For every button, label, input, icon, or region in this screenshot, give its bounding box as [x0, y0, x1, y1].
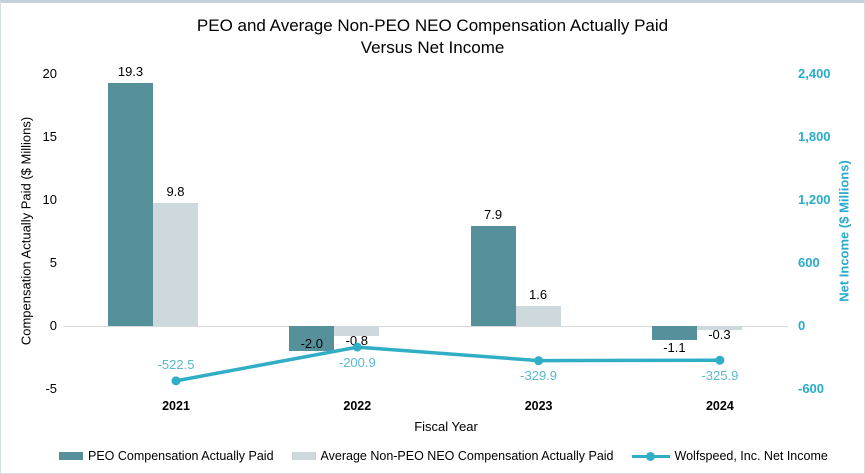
chart-title-line2: Versus Net Income	[360, 38, 505, 57]
net-income-line-swatch-dot	[645, 451, 655, 461]
net-income-line-swatch	[631, 451, 670, 461]
line-value-label: -522.5	[157, 356, 195, 372]
x-axis-title: Fiscal Year	[414, 419, 478, 434]
y-axis-tick-right: 1,200	[798, 192, 831, 207]
y-axis-tick-left: 10	[42, 192, 57, 207]
x-axis-tick: 2022	[343, 399, 372, 413]
line-value-label: -200.9	[338, 354, 376, 370]
peo-bar	[108, 82, 153, 326]
right-axis-title: Net Income ($ Millions)	[836, 160, 852, 302]
net-income-line-path	[174, 345, 722, 383]
legend-item-net-income: Wolfspeed, Inc. Net Income	[631, 449, 828, 463]
y-axis-tick-right: 0	[798, 318, 806, 333]
bar-value-label: 7.9	[484, 207, 503, 223]
bar-value-label: -1.1	[663, 340, 686, 356]
y-axis-tick-right: 2,400	[798, 66, 831, 81]
line-marker	[715, 355, 725, 365]
y-axis-tick-left: 20	[42, 66, 57, 81]
x-axis-tick: 2024	[705, 399, 734, 413]
bar-value-label: 1.6	[529, 286, 548, 302]
y-axis-tick-right: 1,800	[798, 129, 831, 144]
left-axis-title: Compensation Actually Paid ($ Millions)	[18, 116, 34, 346]
y-axis-tick-right: 600	[798, 255, 820, 270]
y-axis-tick-right: -600	[798, 381, 825, 396]
line-value-label: -329.9	[520, 368, 558, 384]
non-peo-swatch	[291, 452, 316, 460]
zero-gridline	[63, 326, 788, 327]
legend-label-non-peo: Average Non-PEO NEO Compensation Actuall…	[320, 449, 614, 463]
legend-item-peo: PEO Compensation Actually Paid	[59, 449, 274, 463]
line-value-label: -325.9	[701, 367, 739, 383]
peo-bar	[470, 226, 516, 326]
non-peo-neo-bar	[153, 202, 198, 326]
non-peo-neo-bar	[515, 305, 561, 326]
x-axis-tick: 2021	[162, 399, 190, 413]
y-axis-tick-left: 0	[49, 318, 57, 333]
plot-area: 20 15 10 5 0 -5 2,400 1,800 1,200 600 0 -600 19.3 -2.…	[1, 3, 864, 473]
legend-item-non-peo: Average Non-PEO NEO Compensation Actuall…	[291, 449, 614, 463]
non-peo-neo-bar	[696, 326, 742, 330]
y-axis-tick-left: -5	[45, 381, 57, 396]
x-axis-tick: 2023	[524, 399, 553, 413]
y-axis-tick-left: 15	[42, 129, 57, 144]
non-peo-neo-bar	[334, 326, 380, 337]
y-axis-tick-left: 5	[49, 255, 57, 270]
legend-label-net-income: Wolfspeed, Inc. Net Income	[674, 449, 828, 463]
chart-title: PEO and Average Non-PEO NEO Compensation…	[1, 15, 864, 59]
bar-value-label: 9.8	[166, 183, 185, 199]
peo-swatch	[59, 452, 83, 460]
legend-label-peo: PEO Compensation Actually Paid	[88, 449, 274, 463]
legend: PEO Compensation Actually Paid Average N…	[59, 449, 828, 463]
bar-value-label: -0.3	[708, 326, 731, 342]
line-marker	[171, 376, 181, 386]
chart-title-line1: PEO and Average Non-PEO NEO Compensation…	[196, 16, 669, 35]
line-marker	[534, 356, 544, 366]
peo-bar	[651, 326, 697, 340]
bar-value-label: -0.8	[345, 333, 368, 349]
bar-value-label: 19.3	[117, 63, 144, 79]
